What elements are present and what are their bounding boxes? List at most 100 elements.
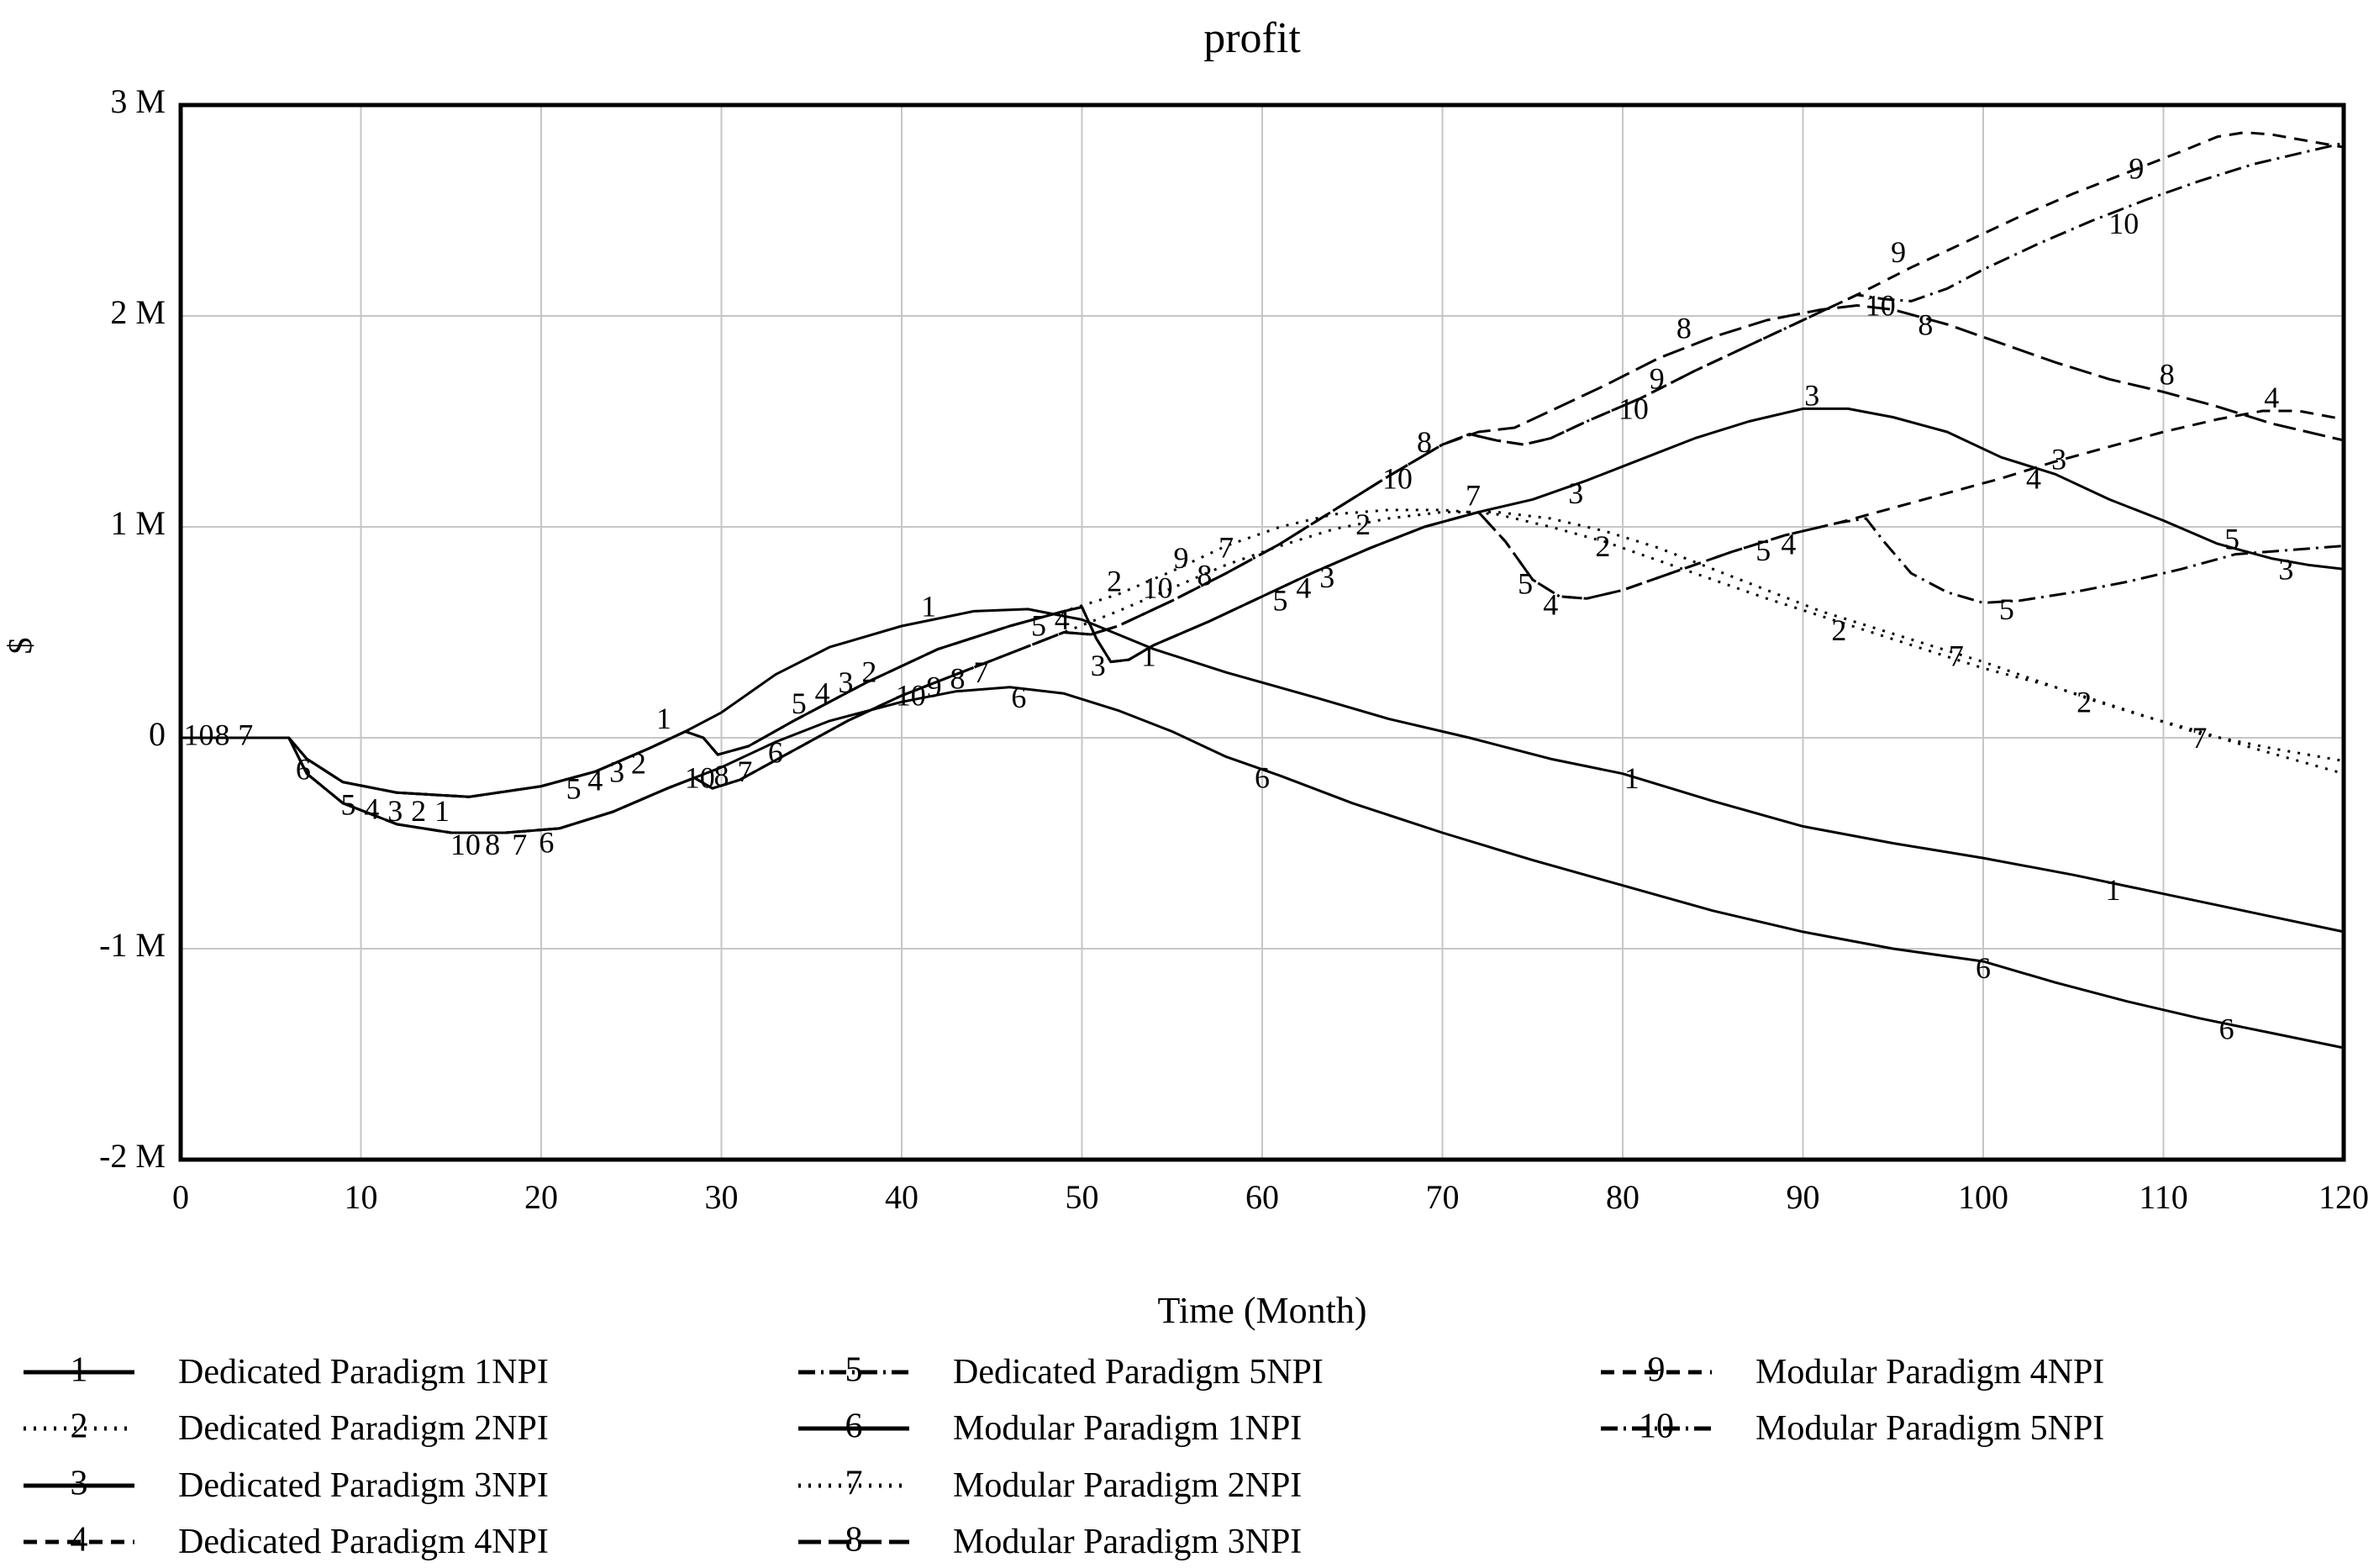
curve-label-8: 8 [1918,308,1933,341]
curve-label-2: 2 [1831,613,1846,647]
legend-item-8: 8 Modular Paradigm 3NPI [798,1520,1302,1564]
series-line-8 [181,304,2345,834]
curve-label-4: 4 [587,763,603,797]
x-tick-label: 90 [1787,1178,1820,1216]
curve-label-3: 3 [839,666,854,699]
curve-label-5: 5 [2224,522,2240,555]
curve-label-6: 6 [2219,1013,2234,1046]
curve-label-2: 2 [631,746,646,780]
curve-label-8: 8 [950,661,965,695]
legend-series-number: 5 [845,1351,863,1390]
curve-label-4: 4 [1543,588,1558,622]
series-line-10 [181,141,2345,834]
x-tick-label: 20 [524,1178,558,1216]
curve-label-4: 4 [1781,527,1796,560]
curve-label-10: 10 [685,760,715,794]
curve-label-4: 4 [1055,602,1070,636]
curve-label-4: 4 [815,676,830,710]
legend-item-1: 1 Dedicated Paradigm 1NPI [24,1350,549,1394]
curve-label-4: 4 [2264,381,2279,414]
curve-label-8: 8 [485,828,500,861]
curve-label-10: 10 [1618,392,1649,426]
curve-label-9: 9 [1650,362,1665,396]
legend-line-sample-icon: 3 [24,1464,134,1507]
y-tick-label: 1 M [110,504,166,542]
curve-label-10: 10 [2108,207,2139,240]
series-line-5 [181,510,2345,798]
plot-border [178,103,2346,1162]
curve-label-2: 2 [2076,686,2092,719]
legend-series-number: 9 [1648,1351,1666,1390]
curve-label-6: 6 [539,826,554,860]
curve-label-3: 3 [1568,476,1583,510]
curve-label-3: 3 [2278,552,2293,586]
curve-label-10: 10 [450,828,481,861]
legend-label: Dedicated Paradigm 3NPI [178,1465,549,1505]
x-tick-label: 10 [345,1178,378,1216]
curve-label-10: 10 [1866,289,1896,323]
curve-label-6: 6 [768,735,783,769]
y-tick-label: -2 M [99,1137,166,1175]
curve-label-8: 8 [2160,358,2175,392]
curve-label-3: 3 [609,755,624,788]
x-tick-label: 30 [705,1178,739,1216]
legend-series-number: 8 [845,1521,863,1560]
y-tick-label: 2 M [110,293,166,331]
x-tick-label: 50 [1066,1178,1099,1216]
curve-label-5: 5 [1031,609,1046,643]
curve-label-1: 1 [1624,761,1640,795]
legend-series-number: 4 [71,1521,88,1560]
x-tick-label: 40 [885,1178,918,1216]
curve-label-9: 9 [2129,152,2144,186]
curve-label-7: 7 [737,755,752,788]
curve-label-2: 2 [861,655,876,689]
curve-label-3: 3 [387,794,403,828]
legend-label: Modular Paradigm 4NPI [1755,1353,2105,1392]
curve-label-10: 10 [183,718,213,751]
y-tick-label: 3 M [110,82,166,120]
curve-label-8: 8 [1676,311,1692,345]
legend-series-number: 7 [845,1464,863,1502]
profit-line-chart: 3 M2 M1 M0-1 M-2 M0 10 20 30 40 50 60 70 80 90 100… [99,82,2369,1216]
curve-label-3: 3 [1091,649,1106,682]
legend-line-sample-icon: 2 [24,1407,134,1450]
curve-label-5: 5 [1272,584,1287,618]
curve-label-6: 6 [1255,760,1270,794]
curve-label-10: 10 [1382,461,1413,495]
legend-line-sample-icon: 1 [24,1350,134,1394]
curve-label-1: 1 [434,794,450,828]
curve-label-5: 5 [340,788,355,822]
curve-label-6: 6 [1976,951,1991,985]
x-tick-label: 110 [2139,1178,2188,1216]
legend-item-3: 3 Dedicated Paradigm 3NPI [24,1464,549,1507]
series-line-4 [181,409,2345,798]
chart-title: profit [1203,14,1301,62]
curve-label-1: 1 [2105,873,2120,907]
curve-label-9: 9 [927,670,942,703]
x-axis-title: Time (Month) [1157,1290,1367,1331]
curve-label-5: 5 [566,771,582,805]
curve-label-6: 6 [1011,681,1026,714]
curve-label-8: 8 [1197,558,1212,592]
curve-label-10: 10 [896,679,926,713]
curve-label-10: 10 [1143,571,1173,605]
x-tick-label: 80 [1606,1178,1640,1216]
curve-label-9: 9 [1891,235,1906,269]
x-tick-label: 60 [1245,1178,1279,1216]
curve-label-4: 4 [1296,571,1311,605]
legend-line-sample-icon: 4 [24,1520,134,1564]
curve-label-2: 2 [1355,508,1371,541]
legend-series-number: 3 [71,1464,88,1502]
curve-label-4: 4 [2026,461,2041,495]
legend-label: Modular Paradigm 1NPI [953,1409,1303,1449]
curve-label-2: 2 [1595,529,1610,563]
x-tick-label: 120 [2318,1178,2369,1216]
curve-label-8: 8 [1417,425,1432,459]
curve-label-7: 7 [512,828,527,861]
legend-series-number: 10 [1639,1408,1674,1446]
curve-label-7: 7 [238,718,253,751]
y-tick-label: -1 M [99,926,166,964]
legend-item-4: 4 Dedicated Paradigm 4NPI [24,1520,549,1564]
x-tick-label: 0 [172,1178,189,1216]
legend-line-sample-icon: 6 [798,1407,909,1450]
